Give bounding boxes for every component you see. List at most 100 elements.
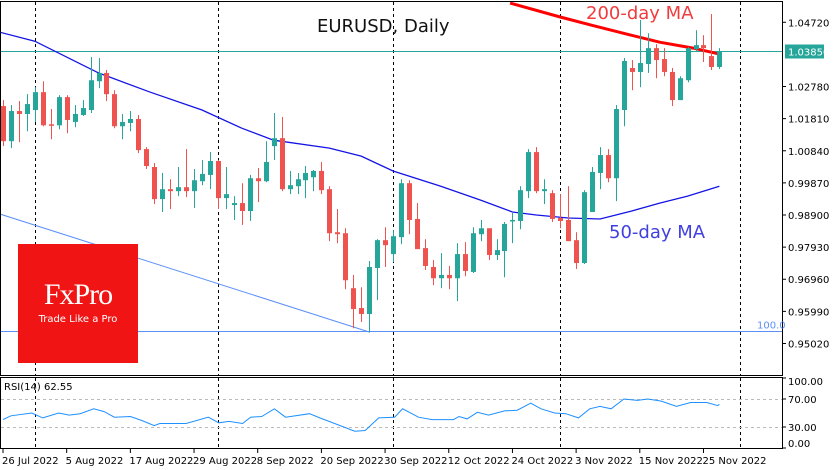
candle-body xyxy=(248,178,253,212)
candle-wick xyxy=(385,227,386,267)
candle-body xyxy=(638,63,643,72)
candle-bearish xyxy=(574,232,579,269)
candle-body xyxy=(112,94,117,127)
candle-body xyxy=(319,170,324,191)
candle-body xyxy=(17,111,22,115)
candle-bullish xyxy=(248,174,253,221)
candle-body xyxy=(216,161,221,199)
candle-body xyxy=(566,219,571,242)
candle-bearish xyxy=(709,14,714,70)
candle-bearish xyxy=(630,60,635,91)
candle-wick xyxy=(51,109,52,140)
candle-bullish xyxy=(375,239,380,301)
candle-wick xyxy=(568,186,569,242)
candle-bullish xyxy=(311,169,316,192)
candle-wick xyxy=(122,114,123,140)
candle-body xyxy=(168,189,173,192)
candle-wick xyxy=(497,239,498,261)
candle-body xyxy=(272,138,277,147)
candle-body xyxy=(65,97,70,120)
candle-body xyxy=(495,250,500,256)
candle-bullish xyxy=(678,76,683,101)
candle-body xyxy=(502,223,507,252)
candle-body xyxy=(280,138,285,190)
candle-body xyxy=(97,72,102,82)
candle-bullish xyxy=(391,230,396,263)
candle-bearish xyxy=(654,44,659,79)
date-tick-label: 3 Nov 2022 xyxy=(575,456,633,467)
candle-bullish xyxy=(73,105,78,128)
candle-wick xyxy=(305,165,306,199)
candle-body xyxy=(463,254,468,271)
candle-wick xyxy=(512,213,513,244)
candle-body xyxy=(136,118,141,151)
candle-body xyxy=(582,192,587,264)
price-tick-label: 0.97930 xyxy=(788,243,829,254)
logo-tagline: Trade Like a Pro xyxy=(38,314,118,325)
candle-body xyxy=(104,72,109,95)
candle-bullish xyxy=(598,147,603,190)
candle-body xyxy=(407,183,412,220)
candle-bullish xyxy=(518,186,523,230)
ma200-annotation: 200-day MA xyxy=(586,3,694,24)
candle-bullish xyxy=(128,111,133,132)
date-tick-label: 20 Sep 2022 xyxy=(320,456,383,467)
candle-body xyxy=(399,183,404,238)
candle-body xyxy=(33,92,38,111)
candle-bullish xyxy=(399,179,404,245)
candle-body xyxy=(654,48,659,61)
candle-body xyxy=(41,92,46,126)
price-tick-label: 1.01810 xyxy=(788,115,829,126)
candle-bullish xyxy=(160,172,165,213)
candle-bullish xyxy=(717,48,722,69)
candle-bullish xyxy=(590,166,595,213)
candle-wick xyxy=(234,196,235,220)
candle-bullish xyxy=(614,105,619,202)
rsi-panel-frame xyxy=(0,377,783,449)
rsi-levels xyxy=(1,399,782,428)
date-tick-label: 30 Sep 2022 xyxy=(384,456,447,467)
candle-wick xyxy=(258,167,259,203)
main-panel-frame xyxy=(0,1,783,376)
candle-body xyxy=(81,108,86,115)
rsi-tick-label: 70.00 xyxy=(788,395,817,406)
candle-bullish xyxy=(296,172,301,195)
candle-bearish xyxy=(662,48,667,77)
candle-bearish xyxy=(144,147,149,169)
candle-wick xyxy=(441,253,442,289)
candle-body xyxy=(192,180,197,192)
candle-bearish xyxy=(558,194,563,229)
candle-body xyxy=(256,178,261,182)
candle-wick xyxy=(711,14,712,70)
candle-body xyxy=(630,67,635,72)
candle-body xyxy=(240,203,245,212)
candle-body xyxy=(9,111,14,142)
date-tick-label: 25 Nov 2022 xyxy=(702,456,766,467)
candle-bullish xyxy=(176,166,181,197)
current-price-badge xyxy=(785,44,824,59)
candle-body xyxy=(471,233,476,272)
candle-wick xyxy=(202,160,203,186)
candle-bullish xyxy=(288,170,293,195)
candle-bearish xyxy=(415,203,420,250)
price-tick-label: 0.99870 xyxy=(788,179,829,190)
candle-bullish xyxy=(264,141,269,183)
candle-body xyxy=(646,48,651,65)
candle-wick xyxy=(266,141,267,183)
candle-bearish xyxy=(701,35,706,63)
candle-bearish xyxy=(184,149,189,198)
candle-wick xyxy=(170,179,171,210)
candle-body xyxy=(359,308,364,315)
candle-bullish xyxy=(686,47,691,83)
candle-wick xyxy=(696,30,697,53)
candle-body xyxy=(479,228,484,235)
candle-wick xyxy=(178,166,179,197)
candle-body xyxy=(351,288,356,310)
candle-body xyxy=(558,217,563,221)
candle-wick xyxy=(19,101,20,143)
date-tick-label: 5 Aug 2022 xyxy=(66,456,124,467)
candle-bullish xyxy=(479,219,484,242)
candle-body xyxy=(208,161,213,175)
